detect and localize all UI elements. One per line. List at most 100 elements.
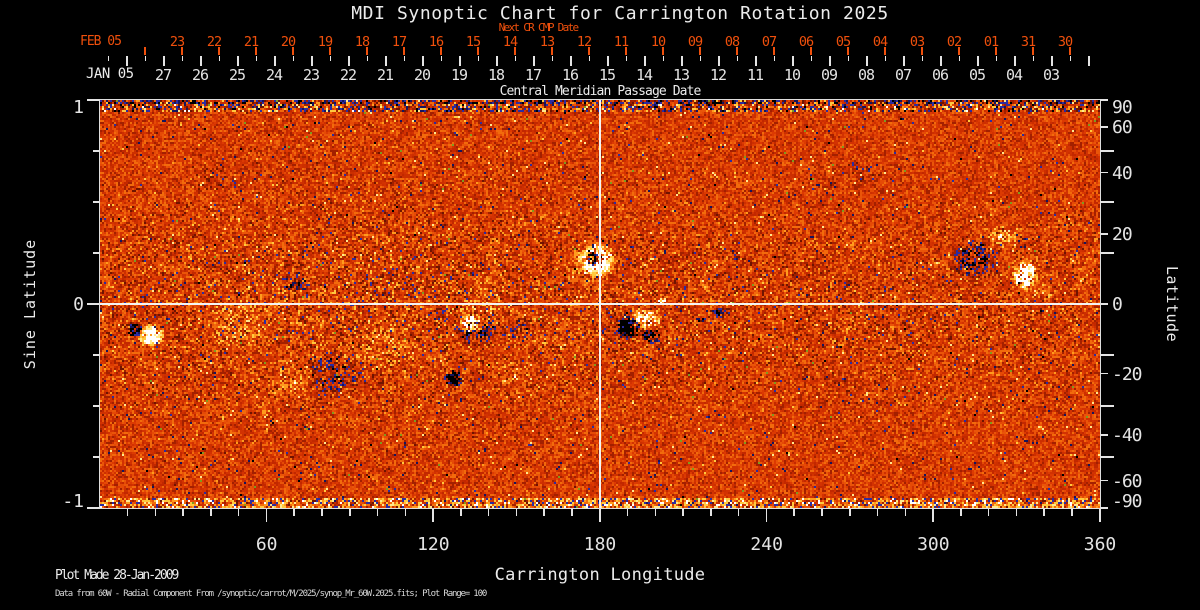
left-tick-label: 0 (73, 294, 84, 315)
cmp-halfday-tick (847, 56, 849, 61)
cmp-day-label: 16 (561, 66, 579, 84)
cmp-day-label: 17 (524, 66, 542, 84)
cmp-day-tick (126, 56, 128, 66)
next-cr-day-label: 03 (909, 34, 925, 50)
bottom-minor-tick (821, 509, 823, 516)
cmp-halfday-tick (699, 56, 701, 61)
next-cr-day-tick (440, 47, 442, 55)
cmp-halfday-tick (1069, 56, 1071, 61)
crosshair-vertical-line (599, 100, 601, 508)
right-tick-label: -40 (1112, 425, 1143, 447)
bottom-minor-tick (876, 509, 879, 516)
cmp-day-label: 03 (1042, 66, 1060, 84)
left-tick-label: 1 (73, 97, 84, 118)
cmp-day-tick (903, 56, 905, 66)
right-sine-tick (1100, 201, 1114, 203)
cmp-day-label: 24 (265, 66, 283, 84)
cmp-day-tick (570, 56, 572, 66)
bottom-major-tick (765, 509, 768, 522)
left-tick-label: -1 (62, 491, 84, 512)
cmp-day-label: 07 (894, 66, 912, 84)
next-cr-day-tick (958, 47, 960, 55)
bottom-minor-tick (710, 509, 712, 516)
next-cr-day-tick (181, 47, 183, 55)
next-cr-day-label: 01 (983, 34, 999, 50)
bottom-minor-tick (571, 509, 573, 516)
bottom-major-tick (432, 509, 434, 522)
right-latitude-tick (1100, 434, 1108, 436)
cmp-day-tick (718, 56, 720, 66)
right-latitude-tick (1100, 126, 1108, 128)
cmp-day-label: 12 (709, 66, 727, 84)
bottom-minor-tick (849, 509, 851, 516)
right-sine-tick (1100, 405, 1114, 407)
cmp-halfday-tick (218, 56, 220, 61)
cmp-day-label: 09 (820, 66, 838, 84)
bottom-major-tick (265, 509, 268, 522)
bottom-minor-tick (793, 509, 795, 516)
next-cr-day-label: 15 (465, 34, 481, 50)
cmp-day-tick (866, 56, 868, 66)
cmp-day-tick (200, 56, 202, 66)
left-major-tick (87, 507, 100, 509)
bottom-tick-label: 180 (583, 534, 617, 555)
cmp-halfday-tick (588, 56, 590, 61)
bottom-minor-tick (404, 509, 407, 516)
bottom-minor-tick (737, 509, 740, 516)
cmp-day-tick (829, 56, 831, 66)
next-cr-day-label: 14 (502, 34, 518, 50)
next-cr-day-tick (1069, 47, 1071, 55)
left-minor-tick (93, 252, 100, 254)
bottom-minor-tick (654, 509, 657, 516)
next-cr-day-label: 05 (835, 34, 851, 50)
next-cr-day-tick (514, 47, 516, 55)
next-cr-day-tick (847, 47, 849, 55)
right-latitude-tick (1100, 99, 1108, 101)
cmp-day-label: 14 (635, 66, 653, 84)
cmp-day-tick (274, 56, 276, 66)
next-cr-day-label: 02 (946, 34, 962, 50)
left-minor-tick (93, 150, 100, 152)
cmp-day-label: 06 (931, 66, 949, 84)
cmp-day-tick (940, 56, 942, 66)
bottom-minor-tick (1071, 509, 1073, 516)
cmp-day-tick (681, 56, 683, 66)
bottom-axis-title: Carrington Longitude (494, 565, 706, 585)
next-cr-day-tick (218, 47, 220, 55)
left-minor-tick (93, 354, 100, 356)
next-cr-day-tick (662, 47, 664, 55)
next-cr-day-label: 06 (798, 34, 814, 50)
bottom-minor-tick (460, 509, 462, 516)
bottom-minor-tick (987, 509, 990, 516)
cmp-day-tick (1088, 56, 1090, 66)
next-cr-day-tick (588, 47, 590, 55)
cmp-axis-title: Central Meridian Passage Date (499, 84, 702, 99)
cmp-halfday-tick (107, 56, 109, 61)
bottom-minor-tick (237, 509, 240, 516)
next-cr-day-tick (551, 47, 553, 55)
cmp-day-tick (1014, 56, 1016, 66)
cmp-halfday-tick (551, 56, 553, 61)
next-cr-day-label: 13 (539, 34, 555, 50)
cmp-day-label: 26 (191, 66, 209, 84)
cmp-halfday-tick (366, 56, 368, 61)
next-cr-day-tick (477, 47, 479, 55)
cmp-day-label: 25 (228, 66, 246, 84)
cmp-day-label: 22 (339, 66, 357, 84)
bottom-tick-label: 360 (1083, 534, 1117, 555)
cmp-day-tick (348, 56, 350, 66)
data-source-text: Data from 60W - Radial Component From /s… (55, 589, 487, 599)
cmp-day-tick (496, 56, 498, 66)
next-cr-day-label: 08 (724, 34, 740, 50)
next-cr-day-label: 07 (761, 34, 777, 50)
bottom-minor-tick (210, 509, 212, 516)
cmp-day-label: 21 (376, 66, 394, 84)
left-minor-tick (93, 201, 100, 203)
next-cr-day-tick (144, 47, 146, 55)
cmp-halfday-tick (884, 56, 886, 61)
next-cr-day-tick (1032, 47, 1034, 55)
right-tick-label: -20 (1112, 363, 1143, 385)
right-sine-tick (1100, 456, 1114, 458)
cmp-day-label: 04 (1005, 66, 1023, 84)
